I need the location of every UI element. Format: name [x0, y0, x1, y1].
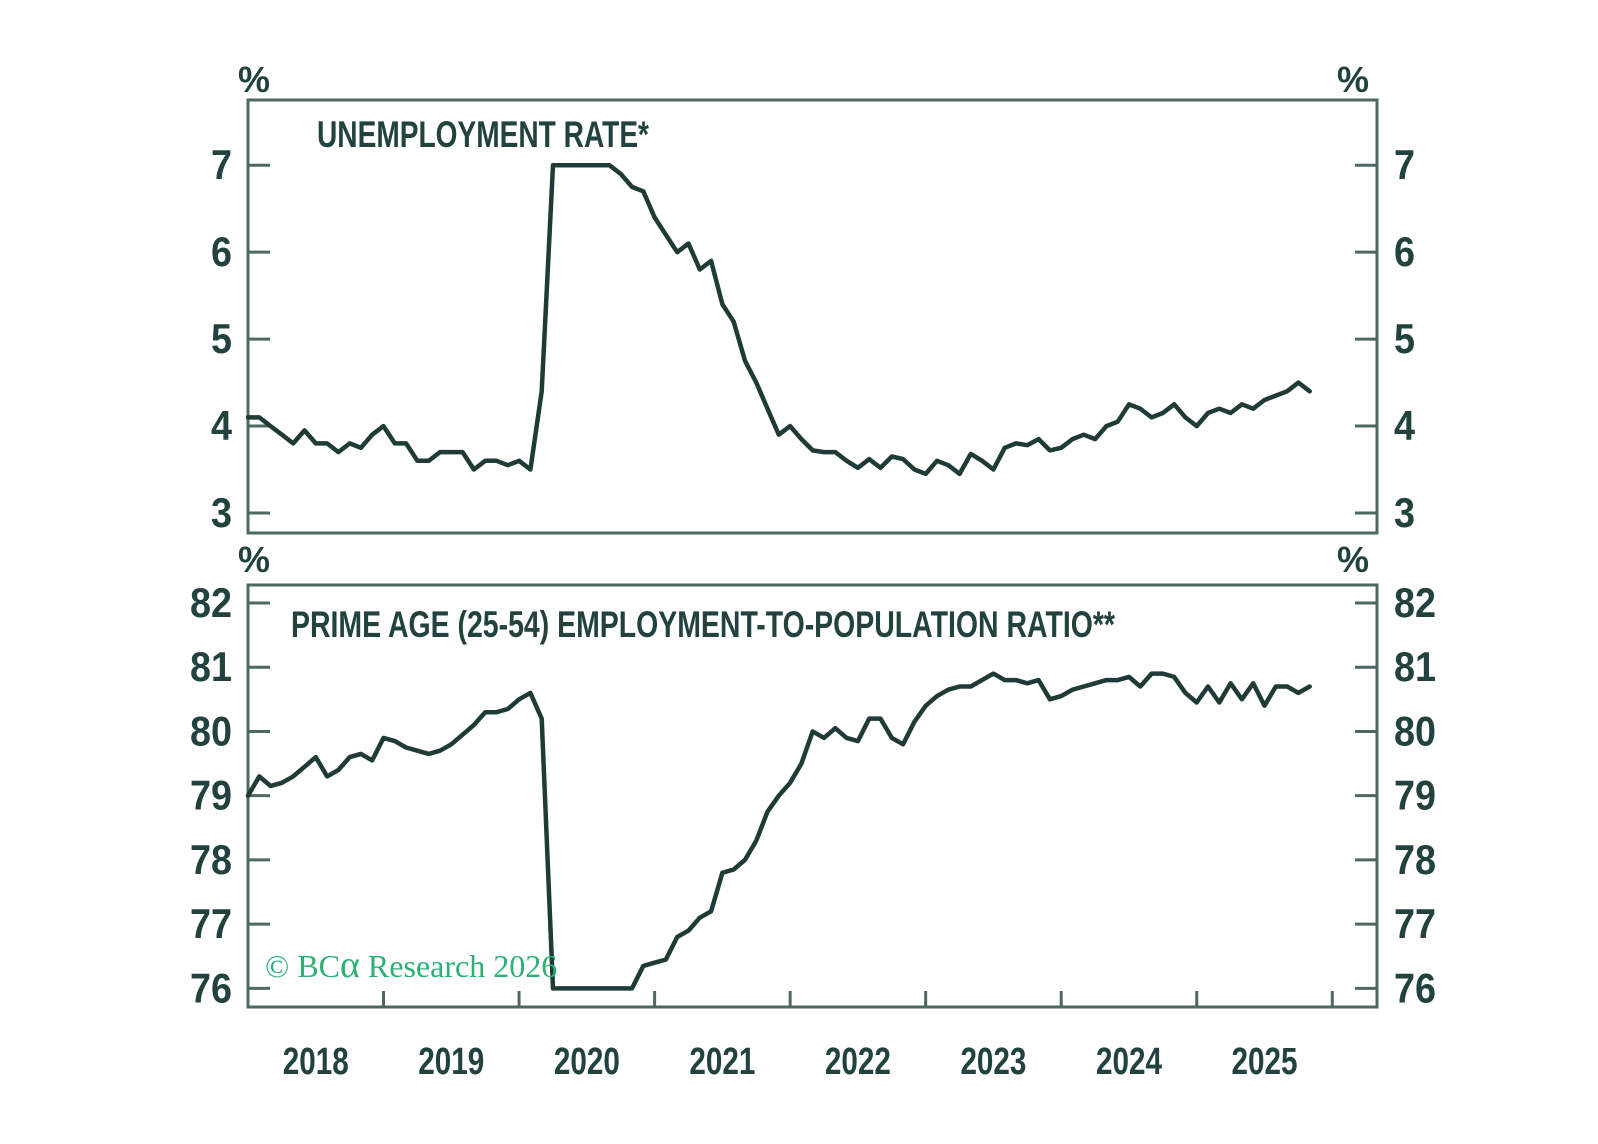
x-year-label: 2022 [825, 1041, 891, 1083]
y-tick-label-right: 79 [1394, 772, 1436, 819]
epop-chart-title: PRIME AGE (25-54) EMPLOYMENT-TO-POPULATI… [291, 604, 1115, 645]
x-year-label: 2020 [554, 1041, 620, 1083]
unit-label-top-right: % [1337, 59, 1369, 100]
y-tick-label-right: 76 [1394, 964, 1436, 1011]
x-year-label: 2021 [689, 1041, 755, 1083]
unit-label-top-left: % [238, 59, 270, 100]
y-tick-label-right: 82 [1394, 579, 1436, 626]
unemployment-chart: 3 3 4 4 5 5 6 6 7 7 [211, 98, 1416, 536]
y-tick-label-right: 5 [1394, 315, 1415, 362]
y-tick-label-right: 4 [1394, 402, 1416, 449]
y-tick-label-right: 7 [1394, 141, 1415, 188]
unemployment-rate-line [245, 162, 1312, 477]
y-tick-label-right: 80 [1394, 707, 1436, 754]
unit-label-bottom-right: % [1337, 539, 1369, 580]
x-year-label: 2025 [1232, 1041, 1298, 1083]
y-tick-label-left: 78 [190, 836, 232, 883]
y-tick-label-left: 82 [190, 579, 232, 626]
watermark-prefix: © BC [265, 948, 340, 984]
y-tick-label-right: 6 [1394, 228, 1415, 275]
epop-chart: 76 76 77 77 78 78 79 79 80 80 81 81 82 82 2018 2019 2020… [190, 579, 1436, 1083]
x-year-label: 2019 [418, 1041, 484, 1083]
y-tick-label-left: 76 [190, 964, 232, 1011]
x-year-label: 2018 [283, 1041, 349, 1083]
bca-research-watermark: © BCα Research 2026 [265, 944, 557, 986]
y-tick-label-left: 4 [211, 402, 233, 449]
y-tick-label-left: 77 [190, 900, 232, 947]
y-tick-label-left: 7 [211, 141, 232, 188]
unit-label-bottom-left: % [238, 539, 270, 580]
x-year-label: 2024 [1096, 1041, 1162, 1083]
plot-frame [246, 583, 1379, 1009]
y-tick-label-left: 6 [211, 228, 232, 275]
y-tick-label-right: 78 [1394, 836, 1436, 883]
y-tick-label-right: 77 [1394, 900, 1436, 947]
y-tick-label-left: 3 [211, 489, 232, 536]
watermark-alpha-glyph: α [340, 944, 360, 986]
y-tick-label-left: 81 [190, 643, 232, 690]
y-tick-label-right: 3 [1394, 489, 1415, 536]
y-tick-label-left: 5 [211, 315, 232, 362]
x-year-label: 2023 [960, 1041, 1026, 1083]
plot-frame [246, 98, 1379, 535]
y-tick-label-left: 80 [190, 707, 232, 754]
epop-line [245, 671, 1312, 991]
watermark-suffix: Research 2026 [360, 948, 557, 984]
unemployment-chart-title: UNEMPLOYMENT RATE* [317, 114, 649, 155]
y-tick-label-right: 81 [1394, 643, 1436, 690]
y-tick-label-left: 79 [190, 772, 232, 819]
